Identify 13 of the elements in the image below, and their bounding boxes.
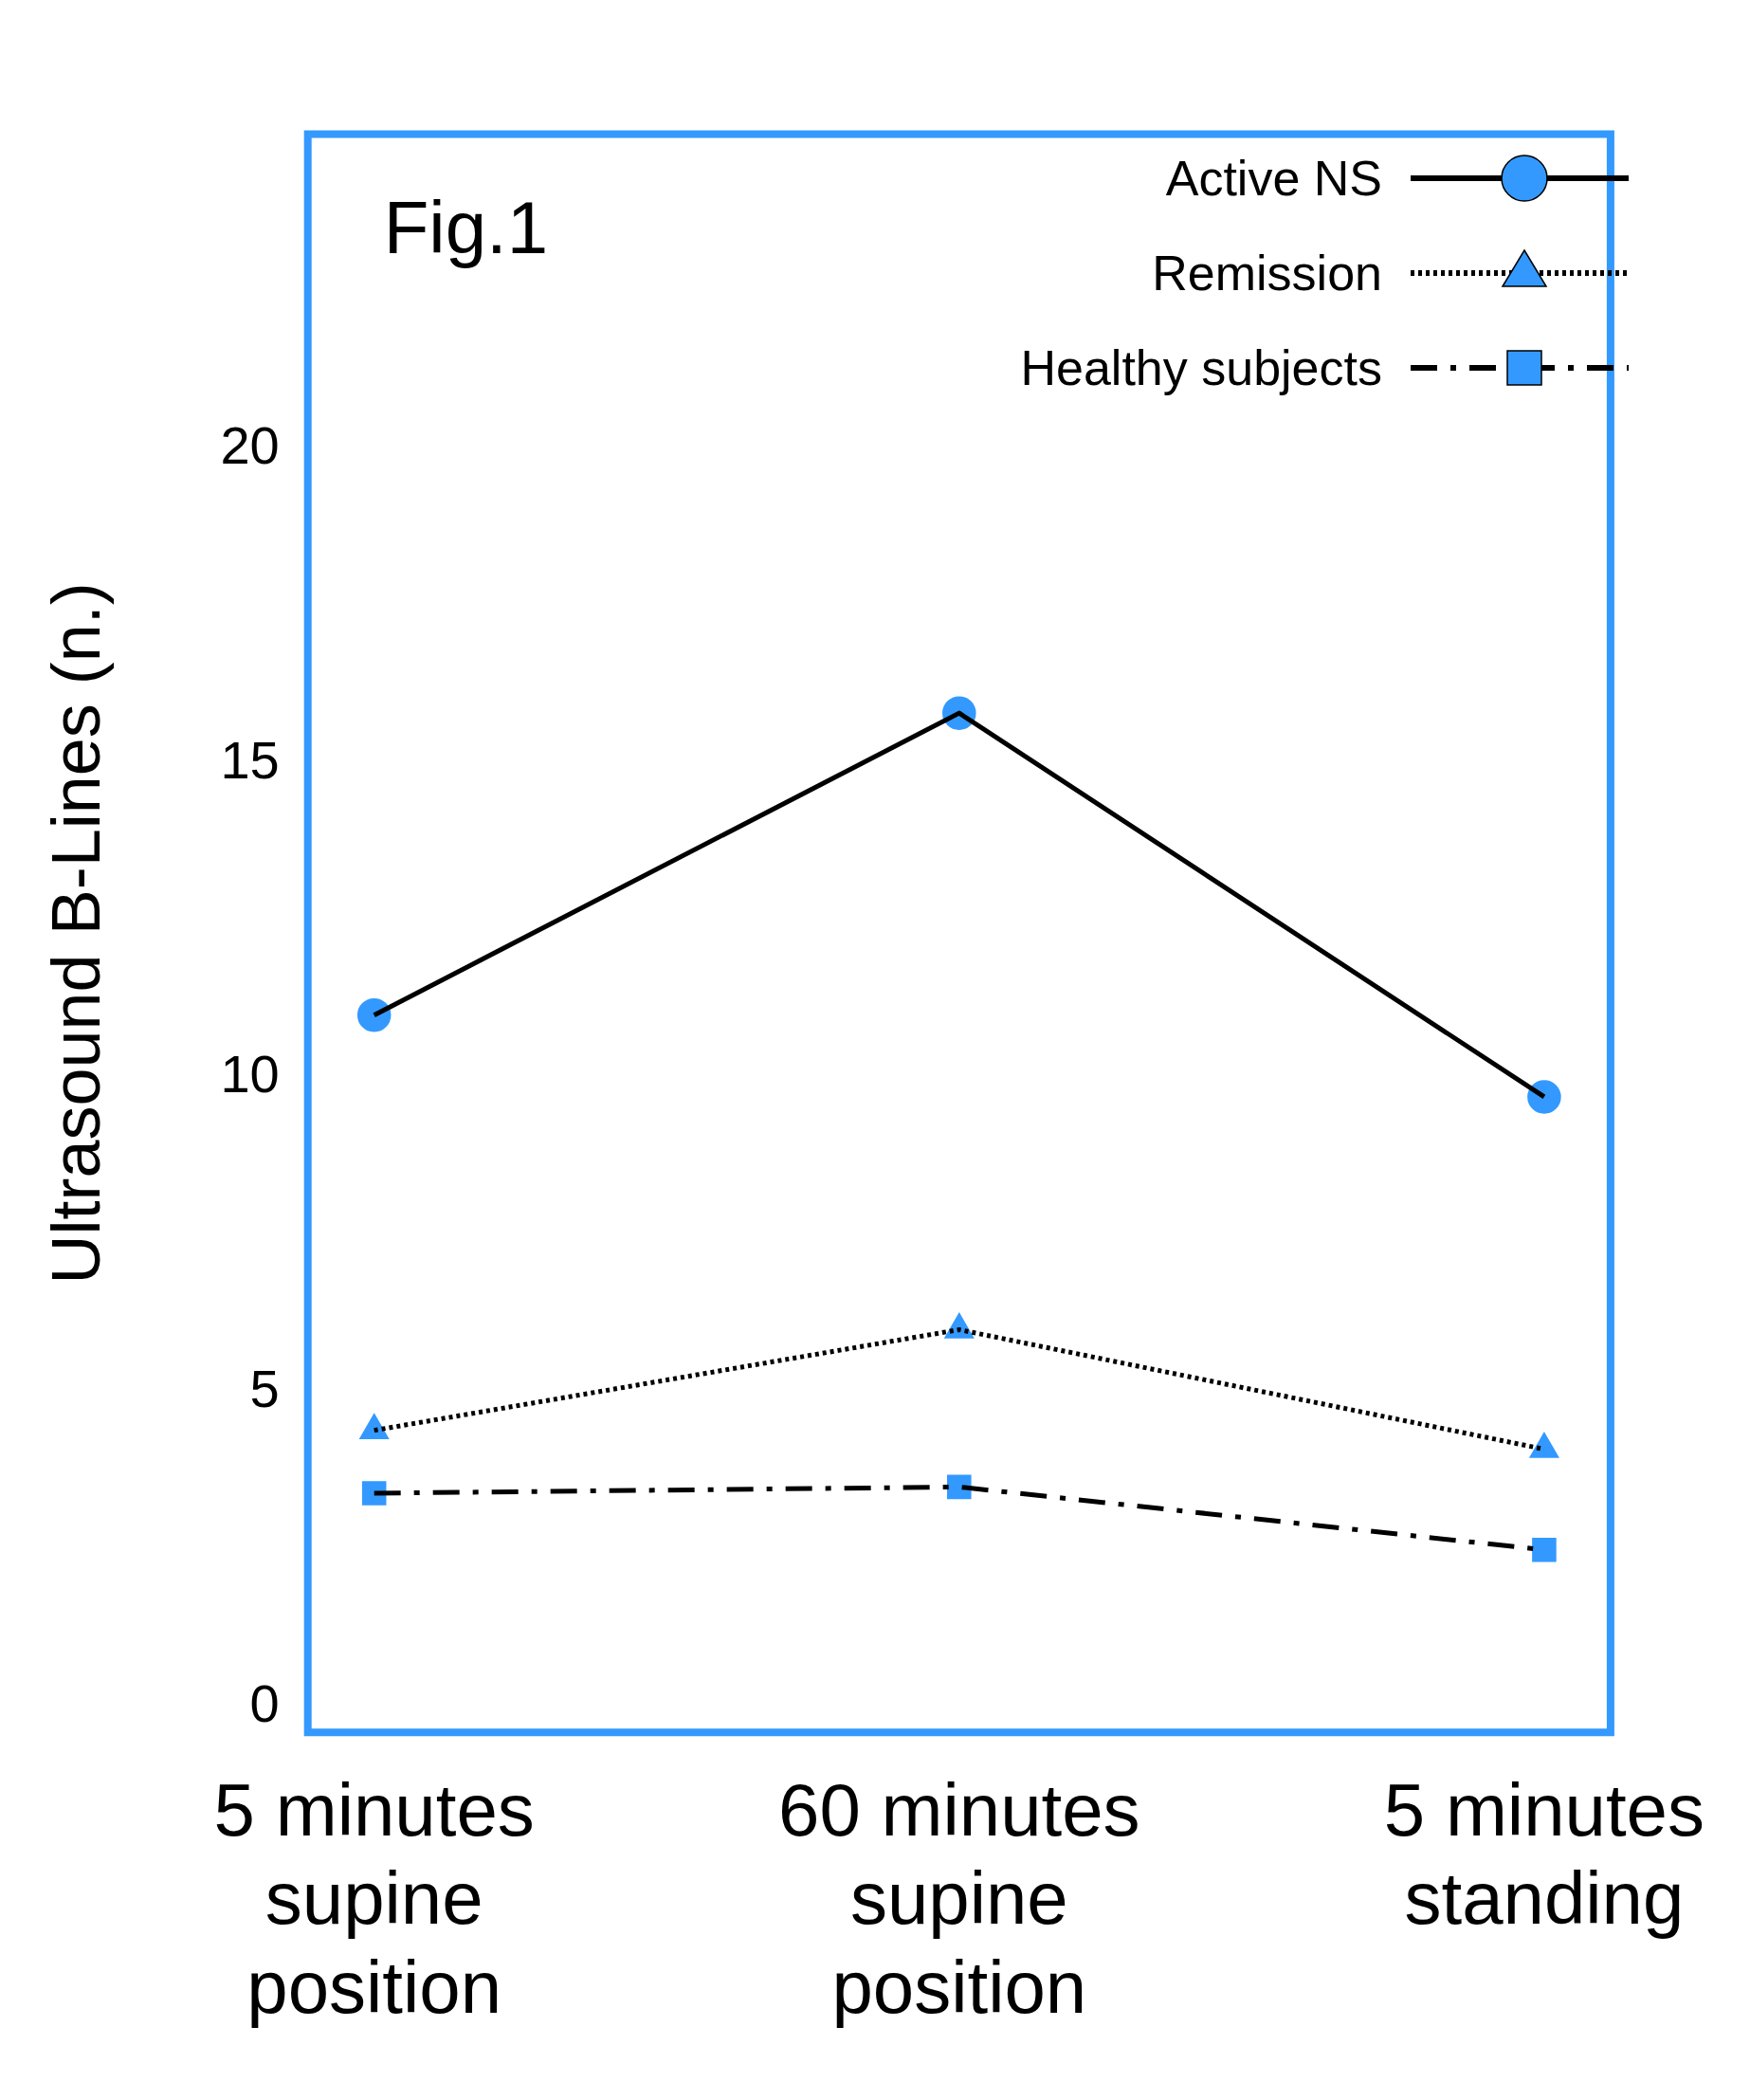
legend-label: Healthy subjects xyxy=(1020,339,1382,396)
text: Fig.1 xyxy=(383,186,549,270)
x-tick-label: 5 minutes supine position xyxy=(213,1767,535,2029)
y-tick-label: 15 xyxy=(220,729,280,790)
y-tick-label: 0 xyxy=(249,1673,280,1734)
y-tick-label: 20 xyxy=(220,414,280,475)
x-tick-label: 5 minutes standing xyxy=(1383,1767,1704,1941)
y-tick-label: 5 xyxy=(249,1359,280,1419)
y-axis-title: Ultrasound B-Lines (n.) xyxy=(38,582,115,1285)
legend-label: Remission xyxy=(1152,245,1382,301)
legend-label: Active NS xyxy=(1165,150,1382,207)
y-tick-label: 10 xyxy=(220,1044,280,1105)
x-tick-label: 60 minutes supine position xyxy=(778,1767,1140,2029)
